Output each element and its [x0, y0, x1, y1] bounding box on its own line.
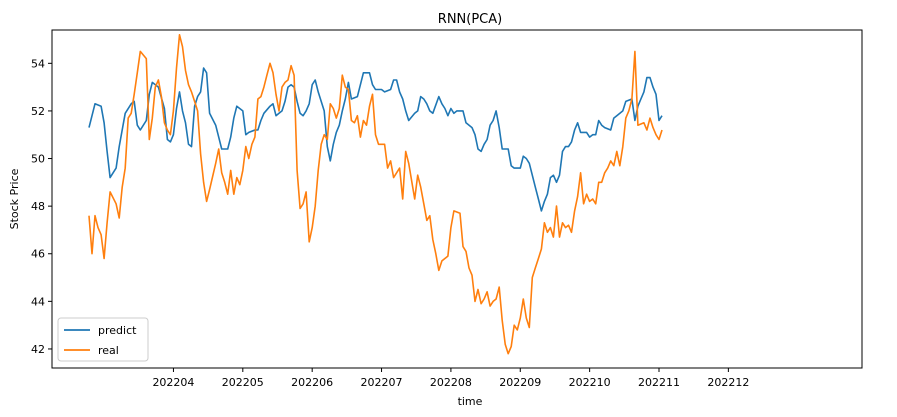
chart-title: RNN(PCA) — [438, 12, 502, 27]
y-tick-label: 52 — [31, 105, 45, 118]
x-tick-label: 202210 — [569, 376, 611, 389]
x-tick-label: 202211 — [638, 376, 680, 389]
legend-label-real: real — [98, 344, 119, 357]
y-tick-label: 50 — [31, 153, 45, 166]
x-tick-label: 202205 — [222, 376, 264, 389]
x-axis-label: time — [458, 395, 483, 408]
y-tick-label: 44 — [31, 295, 45, 308]
plot-frame — [51, 29, 863, 369]
x-tick-label: 202206 — [291, 376, 333, 389]
legend: predict real — [57, 317, 149, 362]
x-tick-label: 202207 — [361, 376, 403, 389]
x-tick-label: 202208 — [430, 376, 472, 389]
y-tick-label: 48 — [31, 200, 45, 213]
series-line-real — [88, 34, 663, 355]
x-tick-label: 202204 — [152, 376, 194, 389]
plot-area — [88, 34, 663, 355]
y-tick-label: 46 — [31, 248, 45, 261]
y-tick-label: 54 — [31, 57, 45, 70]
x-tick-label: 202209 — [499, 376, 541, 389]
legend-label-predict: predict — [98, 324, 137, 337]
y-axis-label: Stock Price — [8, 168, 21, 229]
x-tick-label: 202212 — [707, 376, 749, 389]
y-tick-label: 42 — [31, 343, 45, 356]
